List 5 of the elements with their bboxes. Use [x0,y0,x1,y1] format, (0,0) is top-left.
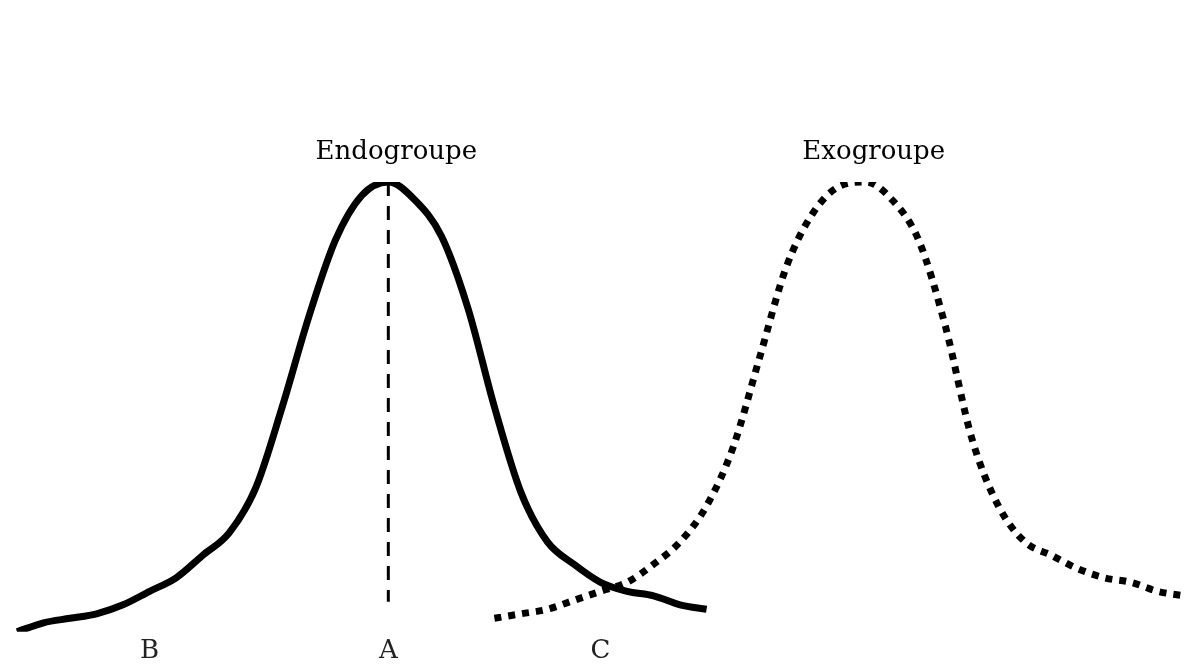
series-label: Exogroupe [802,134,946,165]
series-label: Endogroupe [315,134,478,165]
x-tick-label: C [590,634,611,665]
x-tick-label: B [140,634,160,665]
x-tick-label: A [377,634,399,665]
